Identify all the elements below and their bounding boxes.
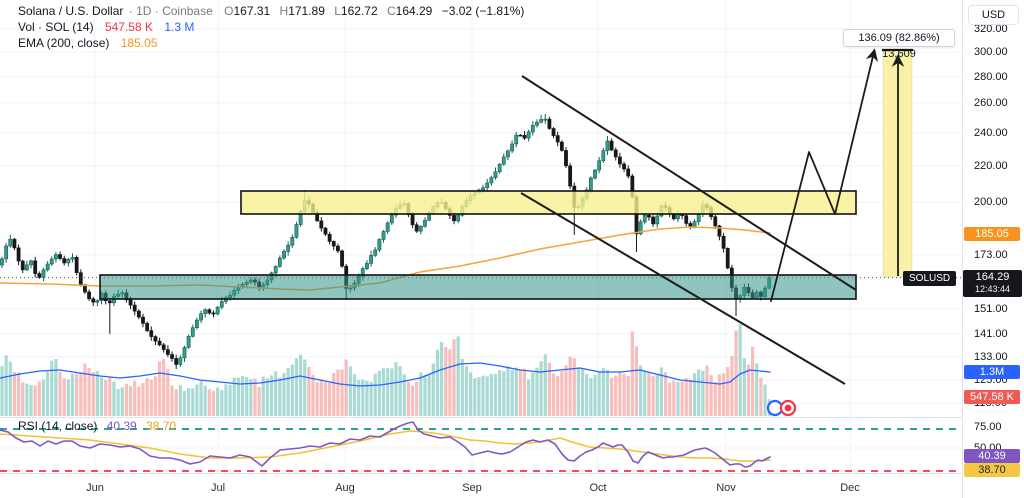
idea-brand-logo: [766, 399, 797, 417]
ohlc-l-label: L: [334, 4, 341, 18]
currency-toggle-button[interactable]: USD: [968, 5, 1019, 25]
ohlc-h: 171.89: [288, 4, 325, 18]
rsi-pane: [0, 428, 962, 472]
axis-tick-141.00: 141.00: [974, 328, 1008, 340]
last-price-tag: 164.29 12:43:44: [963, 270, 1022, 297]
volume-ma-line: [0, 362, 771, 387]
ohlc-o-label: O: [224, 4, 234, 18]
pane-separator-rsi[interactable]: [0, 417, 962, 418]
rsi-value-tag: 40.39: [964, 449, 1020, 463]
zones: [99, 190, 857, 300]
month-label-Jun: Jun: [86, 482, 104, 494]
ema-value: 185.05: [120, 36, 158, 50]
axis-tick-240.00: 240.00: [974, 127, 1008, 139]
zigzag-arrow: [770, 48, 879, 302]
month-label-Sep: Sep: [462, 482, 482, 494]
axis-tick-173.00: 173.00: [974, 249, 1008, 261]
rsi-line: [0, 421, 771, 468]
rsi-value: 40.39: [106, 419, 137, 433]
month-label-Dec: Dec: [840, 482, 860, 494]
ohlc-c-label: C: [386, 4, 396, 18]
supply-zone[interactable]: [240, 190, 857, 215]
axis-tick-300.00: 300.00: [974, 46, 1008, 58]
volume-bars: [0, 324, 771, 416]
volume-ma-tag: 1.3M: [964, 365, 1020, 379]
rsi-legend[interactable]: RSI (14, close) 40.39 38.70: [18, 419, 176, 433]
volume-legend[interactable]: Vol · SOL (14) 547.58 K 1.3 M: [18, 20, 194, 34]
ema-legend-label: EMA (200, close): [18, 36, 110, 50]
target-annotation[interactable]: 136.09 (82.86%) 13,609: [843, 29, 955, 60]
axis-tick-280.00: 280.00: [974, 71, 1008, 83]
pane-separator-time[interactable]: [0, 473, 962, 474]
month-label-Jul: Jul: [210, 482, 226, 494]
month-label-Nov: Nov: [716, 482, 736, 494]
trend-channel: [520, 75, 857, 385]
ohlc-c: 164.29: [395, 4, 433, 18]
symbol-legend[interactable]: Solana / U.S. Dollar · 1D · Coinbase O16…: [18, 4, 524, 18]
volume-ma-value: 1.3 M: [164, 20, 195, 34]
volume-tag: 547.58 K: [964, 390, 1020, 404]
ohlc-change: −3.02 (−1.81%): [441, 4, 525, 18]
ohlc-l: 162.72: [340, 4, 378, 18]
symbol-price-tag: SOLUSD: [903, 271, 957, 286]
ema-legend[interactable]: EMA (200, close) 185.05: [18, 36, 157, 50]
axis-tick-220.00: 220.00: [974, 160, 1008, 172]
axis-tick-320.00: 320.00: [974, 23, 1008, 35]
axis-tick-151.00: 151.00: [974, 303, 1008, 315]
rsi-ma-value-tag: 38.70: [964, 463, 1020, 477]
axis-tick-75.00: 75.00: [974, 421, 1002, 433]
axis-tick-133.00: 133.00: [974, 351, 1008, 363]
axis-tick-260.00: 260.00: [974, 97, 1008, 109]
last-price-value: 164.29: [975, 271, 1010, 283]
symbol-title: Solana / U.S. Dollar: [18, 4, 124, 18]
month-label-Aug: Aug: [335, 482, 355, 494]
ema-price-tag: 185.05: [964, 227, 1020, 241]
ohlc-o: 167.31: [233, 4, 271, 18]
ohlc-h-label: H: [279, 4, 289, 18]
candle-wicks: [1, 114, 770, 369]
projection-range: [882, 48, 913, 278]
month-label-Oct: Oct: [589, 482, 607, 494]
candle-bodies: [0, 118, 772, 365]
rsi-ma-value: 38.70: [146, 419, 177, 433]
price-axis-separator: [962, 0, 963, 498]
axis-tick-200.00: 200.00: [974, 196, 1008, 208]
bar-countdown: 12:43:44: [974, 284, 1011, 294]
demand-zone[interactable]: [99, 274, 857, 300]
volume-value: 547.58 K: [104, 20, 153, 34]
volume-legend-label: Vol · SOL (14): [18, 20, 94, 34]
rsi-legend-label: RSI (14, close): [18, 419, 98, 433]
symbol-meta: · 1D · Coinbase: [128, 4, 213, 18]
